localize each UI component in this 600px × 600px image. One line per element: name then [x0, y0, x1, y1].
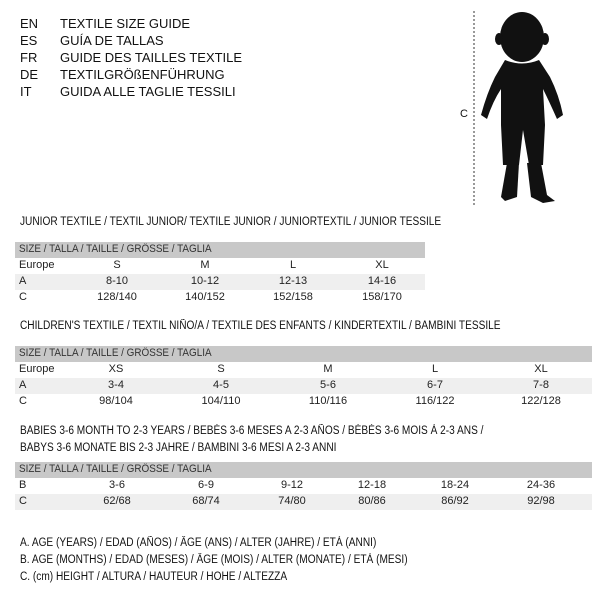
table-cell: 116/122: [415, 395, 455, 407]
lang-code-de: DE: [20, 67, 39, 82]
table-cell: 9-12: [280, 479, 304, 491]
row-label: C: [19, 291, 27, 303]
junior-size-table: SIZE / TALLA / TAILLE / GRÖSSE / TAGLIA E…: [15, 242, 425, 306]
table-cell: XL: [534, 363, 548, 375]
lang-code-fr: FR: [20, 50, 38, 65]
babies-section-title-line2: BABYS 3-6 MONATE BIS 2-3 JAHRE / BAMBINI…: [20, 442, 337, 454]
table-cell: 4-5: [213, 379, 229, 391]
size-header-row: SIZE / TALLA / TAILLE / GRÖSSE / TAGLIA: [15, 242, 425, 258]
table-cell: XL: [375, 259, 389, 271]
row-label: Europe: [19, 259, 55, 271]
legend-b: B. AGE (MONTHS) / EDAD (MESES) / ÂGE (MO…: [20, 554, 408, 566]
table-cell: 68/74: [192, 495, 220, 507]
table-cell: L: [431, 363, 439, 375]
children-size-table: SIZE / TALLA / TAILLE / GRÖSSE / TAGLIA E…: [15, 346, 592, 410]
table-cell: 5-6: [320, 379, 336, 391]
table-cell: L: [289, 259, 297, 271]
children-section-title: CHILDREN'S TEXTILE / TEXTIL NIÑO/A / TEX…: [20, 320, 501, 332]
table-cell: 98/104: [99, 395, 133, 407]
baby-height-figure: C: [455, 5, 595, 210]
height-measure-label: C: [460, 108, 468, 120]
size-header-label: SIZE / TALLA / TAILLE / GRÖSSE / TAGLIA: [19, 243, 212, 255]
row-label: A: [19, 379, 27, 391]
table-cell: 62/68: [103, 495, 131, 507]
lang-title-es: GUÍA DE TALLAS: [60, 33, 164, 48]
table-cell: 12-18: [357, 479, 387, 491]
size-header-label: SIZE / TALLA / TAILLE / GRÖSSE / TAGLIA: [19, 347, 212, 359]
table-cell: 18-24: [440, 479, 470, 491]
table-row: C 98/104 104/110 110/116 116/122 122/128: [15, 394, 592, 410]
size-header-row: SIZE / TALLA / TAILLE / GRÖSSE / TAGLIA: [15, 346, 592, 362]
table-row: C 62/68 68/74 74/80 80/86 86/92 92/98: [15, 494, 592, 510]
table-cell: 6-9: [198, 479, 214, 491]
table-cell: 7-8: [533, 379, 549, 391]
table-cell: 12-13: [278, 275, 308, 287]
table-row: A 3-4 4-5 5-6 6-7 7-8: [15, 378, 592, 394]
table-cell: 24-36: [526, 479, 556, 491]
row-label: A: [19, 275, 27, 287]
row-label: C: [19, 495, 27, 507]
table-row: Europe S M L XL: [15, 258, 425, 274]
table-cell: XS: [108, 363, 124, 375]
table-cell: 86/92: [441, 495, 469, 507]
table-cell: S: [113, 259, 121, 271]
row-label: Europe: [19, 363, 55, 375]
baby-silhouette-icon: [473, 11, 563, 205]
table-row: B 3-6 6-9 9-12 12-18 18-24 24-36: [15, 478, 592, 494]
babies-section-title-line1: BABIES 3-6 MONTH TO 2-3 YEARS / BEBÉS 3-…: [20, 425, 484, 437]
row-label: C: [19, 395, 27, 407]
table-cell: 92/98: [527, 495, 555, 507]
junior-section-title: JUNIOR TEXTILE / TEXTIL JUNIOR/ TEXTILE …: [20, 216, 442, 228]
table-cell: 110/116: [308, 395, 348, 407]
table-cell: 122/128: [521, 395, 561, 407]
table-cell: S: [217, 363, 225, 375]
table-cell: 14-16: [367, 275, 397, 287]
table-cell: 158/170: [362, 291, 402, 303]
table-cell: 3-4: [108, 379, 124, 391]
row-label: B: [19, 479, 27, 491]
legend-c: C. (cm) HEIGHT / ALTURA / HAUTEUR / HÖHE…: [20, 571, 288, 583]
table-cell: 152/158: [273, 291, 313, 303]
table-cell: 6-7: [427, 379, 443, 391]
table-cell: 128/140: [97, 291, 137, 303]
lang-code-en: EN: [20, 16, 39, 31]
table-cell: 104/110: [201, 395, 241, 407]
table-cell: 74/80: [278, 495, 306, 507]
babies-size-table: SIZE / TALLA / TAILLE / GRÖSSE / TAGLIA B…: [15, 462, 592, 510]
table-cell: 80/86: [358, 495, 386, 507]
lang-code-it: IT: [20, 84, 32, 99]
lang-title-de: TEXTILGRÖßENFÜHRUNG: [60, 67, 225, 82]
table-row: C 128/140 140/152 152/158 158/170: [15, 290, 425, 306]
table-cell: 10-12: [190, 275, 220, 287]
size-header-row: SIZE / TALLA / TAILLE / GRÖSSE / TAGLIA: [15, 462, 592, 478]
legend-a: A. AGE (YEARS) / EDAD (AÑOS) / ÂGE (ANS)…: [20, 537, 377, 549]
size-header-label: SIZE / TALLA / TAILLE / GRÖSSE / TAGLIA: [19, 463, 212, 475]
table-cell: 140/152: [185, 291, 225, 303]
table-row: A 8-10 10-12 12-13 14-16: [15, 274, 425, 290]
lang-title-en: TEXTILE SIZE GUIDE: [60, 16, 191, 31]
table-row: Europe XS S M L XL: [15, 362, 592, 378]
lang-title-it: GUIDA ALLE TAGLIE TESSILI: [60, 84, 236, 99]
lang-code-es: ES: [20, 33, 38, 48]
lang-title-fr: GUIDE DES TAILLES TEXTILE: [60, 50, 243, 65]
table-cell: M: [200, 259, 210, 271]
table-cell: 8-10: [105, 275, 129, 287]
table-cell: 3-6: [109, 479, 125, 491]
table-cell: M: [323, 363, 333, 375]
